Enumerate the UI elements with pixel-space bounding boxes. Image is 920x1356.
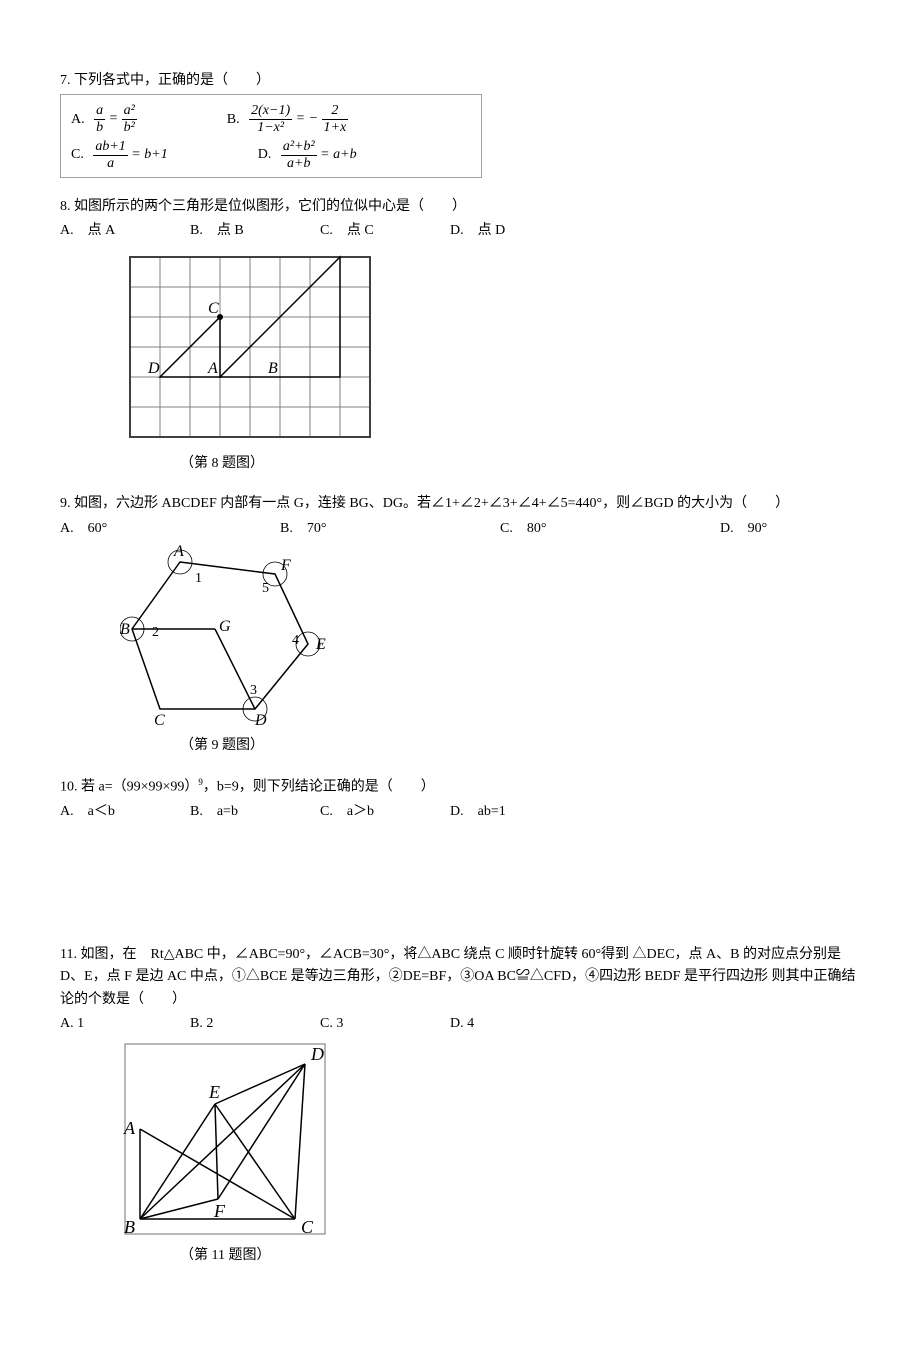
q10-D: D. ab=1	[450, 801, 540, 823]
q8-caption: （第 8 题图）	[180, 453, 860, 475]
svg-text:2: 2	[152, 625, 159, 640]
q8-options: A. 点 A B. 点 B C. 点 C D. 点 D	[60, 220, 860, 242]
svg-text:B: B	[268, 360, 278, 377]
svg-text:1: 1	[195, 571, 202, 586]
q9-figure: GAFEDCB12345	[120, 544, 860, 729]
svg-text:C: C	[301, 1217, 314, 1237]
q7-option-B: B. 2(x−1)1−x² = − 21+x	[227, 103, 348, 135]
svg-text:E: E	[208, 1082, 220, 1102]
equals: =	[109, 112, 122, 127]
svg-text:A: A	[173, 544, 184, 560]
question-8: 8. 如图所示的两个三角形是位似图形，它们的位似中心是（ ） A. 点 A B.…	[60, 196, 860, 475]
question-10: 10. 若 a=（99×99×99）9，b=9，则下列结论正确的是（ ） A. …	[60, 775, 860, 823]
svg-text:G: G	[219, 618, 231, 635]
q8-D: D. 点 D	[450, 220, 540, 242]
q7-row-2: C. ab+1a = b+1 D. a²+b²a+b = a+b	[71, 139, 471, 171]
q7-row-1: A. ab = a²b² B. 2(x−1)1−x² = − 21+x	[71, 103, 471, 135]
q9-B: B. 70°	[280, 518, 460, 540]
svg-text:B: B	[124, 1217, 135, 1237]
q8-C: C. 点 C	[320, 220, 410, 242]
question-7: 7. 下列各式中，正确的是（ ） A. ab = a²b² B. 2(x−1)1…	[60, 70, 860, 178]
q11-caption: （第 11 题图）	[180, 1245, 860, 1267]
svg-text:D: D	[254, 712, 267, 729]
q11-triangle-svg: A B C D E F	[120, 1039, 330, 1239]
q7-formula-box: A. ab = a²b² B. 2(x−1)1−x² = − 21+x C. a…	[60, 94, 482, 178]
q9-caption: （第 9 题图）	[180, 735, 860, 757]
q10-A: A. a＜b	[60, 801, 150, 823]
q10-stem: 10. 若 a=（99×99×99）9，b=9，则下列结论正确的是（ ）	[60, 775, 860, 799]
svg-text:C: C	[154, 712, 165, 729]
q11-figure: A B C D E F	[120, 1039, 860, 1239]
q11-A: A. 1	[60, 1013, 150, 1035]
q10-options: A. a＜b B. a=b C. a＞b D. ab=1	[60, 801, 860, 823]
q11-C: C. 3	[320, 1013, 410, 1035]
svg-text:F: F	[213, 1201, 226, 1221]
q8-A: A. 点 A	[60, 220, 150, 242]
svg-text:A: A	[123, 1118, 136, 1138]
q11-B: B. 2	[190, 1013, 280, 1035]
q7-option-D: D. a²+b²a+b = a+b	[258, 139, 357, 171]
q7-stem: 7. 下列各式中，正确的是（ ）	[60, 70, 860, 92]
svg-text:A: A	[207, 360, 218, 377]
q7-B-label: B.	[227, 112, 240, 127]
q7-option-A: A. ab = a²b²	[71, 103, 137, 135]
svg-text:D: D	[147, 360, 160, 377]
q8-stem: 8. 如图所示的两个三角形是位似图形，它们的位似中心是（ ）	[60, 196, 860, 218]
q10-B: B. a=b	[190, 801, 280, 823]
question-11: 11. 如图，在 Rt△ABC 中，∠ABC=90°，∠ACB=30°，将△AB…	[60, 944, 860, 1268]
svg-text:3: 3	[250, 683, 257, 698]
svg-text:C: C	[208, 300, 219, 317]
q9-options: A. 60° B. 70° C. 80° D. 90°	[60, 518, 860, 540]
q11-D: D. 4	[450, 1013, 540, 1035]
svg-text:E: E	[315, 636, 326, 653]
q10-stem-1: 10. 若 a=（99×99×99）	[60, 780, 198, 795]
q7-A-label: A.	[71, 112, 85, 127]
q7-C-label: C.	[71, 147, 84, 162]
q7-option-C: C. ab+1a = b+1	[71, 139, 168, 171]
q9-stem: 9. 如图，六边形 ABCDEF 内部有一点 G，连接 BG、DG。若∠1+∠2…	[60, 493, 860, 515]
q8-figure: D A B C	[120, 247, 860, 447]
q9-C: C. 80°	[500, 518, 680, 540]
svg-text:D: D	[310, 1044, 324, 1064]
q11-options: A. 1 B. 2 C. 3 D. 4	[60, 1013, 860, 1035]
q10-C: C. a＞b	[320, 801, 410, 823]
svg-text:F: F	[280, 557, 291, 574]
q10-stem-2: ，b=9，则下列结论正确的是（ ）	[203, 780, 435, 795]
q8-B: B. 点 B	[190, 220, 280, 242]
q9-D: D. 90°	[720, 518, 900, 540]
question-9: 9. 如图，六边形 ABCDEF 内部有一点 G，连接 BG、DG。若∠1+∠2…	[60, 493, 860, 757]
q9-A: A. 60°	[60, 518, 240, 540]
q7-D-label: D.	[258, 147, 272, 162]
q8-grid-svg: D A B C	[120, 247, 380, 447]
q11-stem: 11. 如图，在 Rt△ABC 中，∠ABC=90°，∠ACB=30°，将△AB…	[60, 944, 860, 1011]
q9-hexagon-svg: GAFEDCB12345	[120, 544, 330, 729]
svg-text:4: 4	[292, 633, 299, 648]
